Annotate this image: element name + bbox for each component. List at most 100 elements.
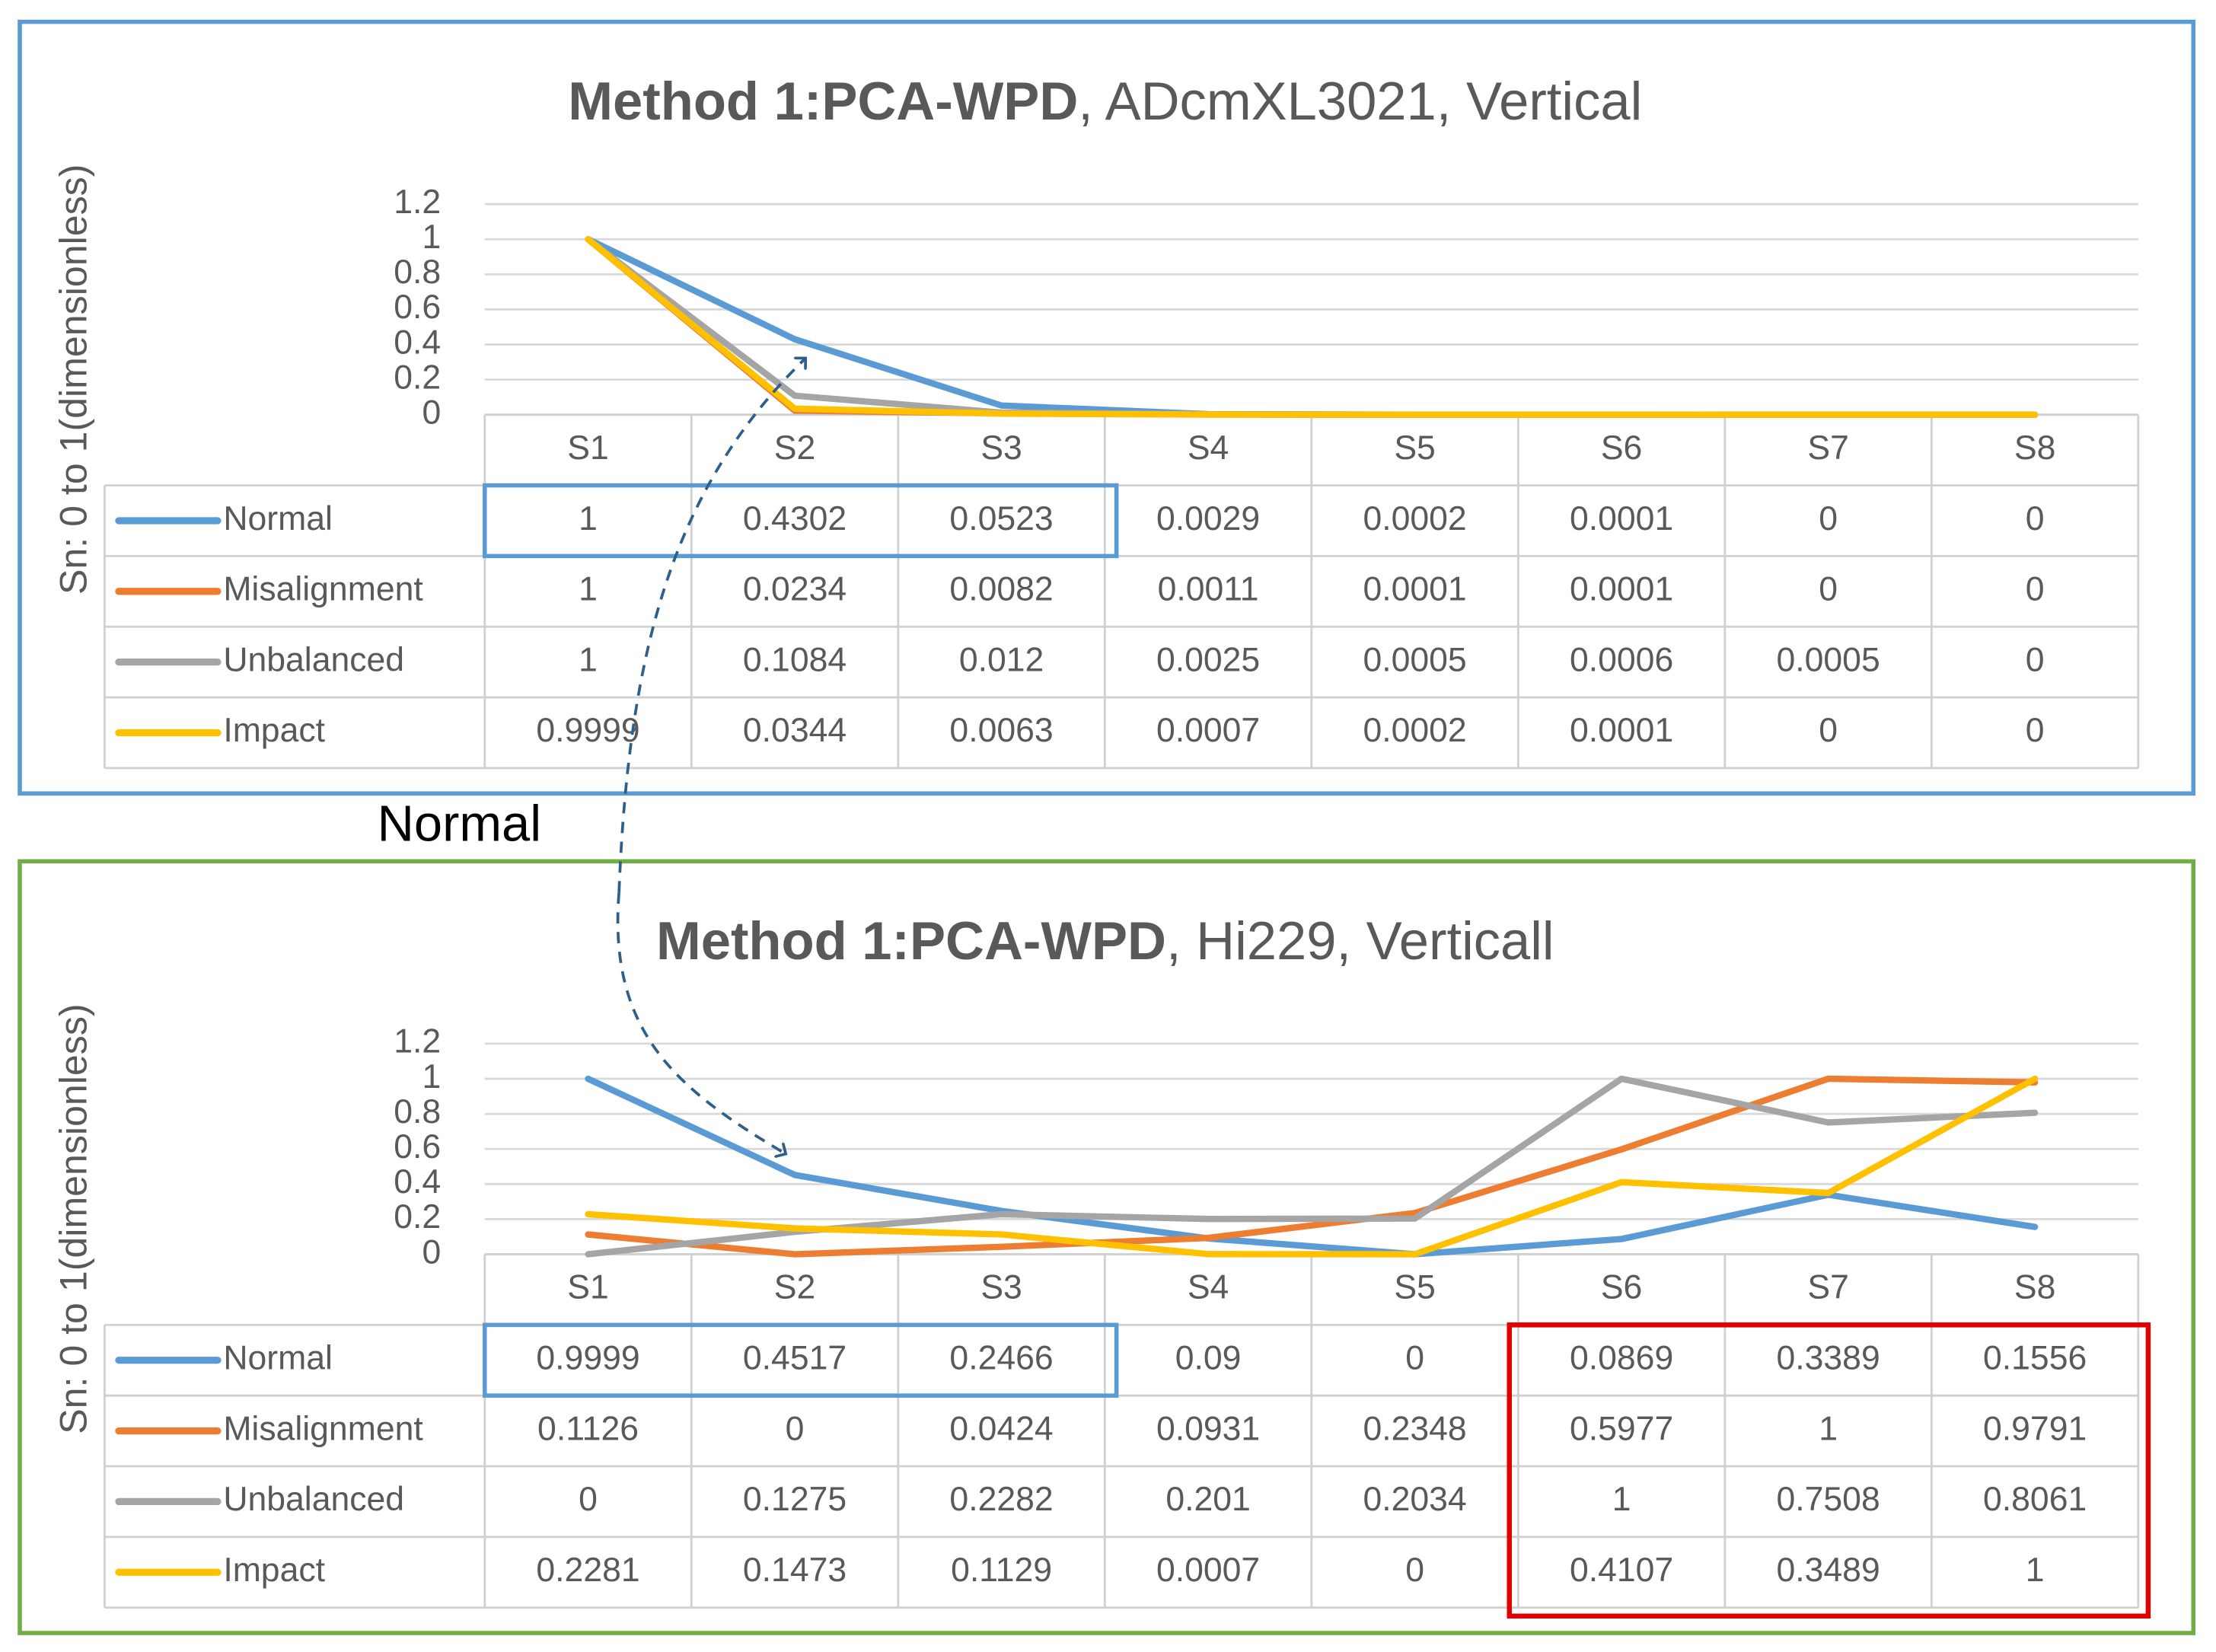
series-line [585,1075,2039,1258]
y-tick-label: 0.2 [394,359,441,396]
x-tick-label: S6 [1601,1269,1642,1306]
table-value: 0.0344 [743,712,847,749]
arrow-up [617,358,805,893]
x-tick-label: S5 [1394,429,1436,467]
table-value: 1 [1612,1481,1631,1518]
series-line [585,236,2039,418]
legend-label: Unbalanced [223,1481,404,1518]
table-value: 0 [2026,500,2045,537]
x-tick-label: S1 [567,1269,609,1306]
y-tick-label: 0.8 [394,1093,441,1131]
x-tick-label: S5 [1394,1269,1436,1306]
table-value: 0.1556 [1983,1340,2087,1377]
title-rest: , ADcmXL3021, Vertical [1078,71,1642,131]
table-value: 0.0001 [1570,712,1673,749]
x-tick-label: S3 [980,1269,1022,1306]
table-value: 0.012 [959,641,1044,678]
table-value: 0.0007 [1156,712,1260,749]
table-value: 1 [579,500,598,537]
table-value: 0.0523 [949,500,1053,537]
table-value: 0.0005 [1363,641,1466,678]
x-tick-label: S6 [1601,429,1642,467]
table-value: 0.0001 [1363,571,1466,608]
chart-frame [18,859,2196,1635]
table-value: 0.2281 [536,1552,639,1589]
highlight-box [1507,1322,2151,1619]
x-tick-label: S7 [1807,429,1849,467]
highlight-box [482,1322,1119,1398]
chart-title: Method 1:PCA-WPD, Hi229, Verticall [656,911,1554,971]
table-value: 0.2034 [1363,1481,1466,1518]
table-value: 0.1275 [743,1481,847,1518]
table-value: 0.9999 [536,1340,639,1377]
y-axis-label: Sn: 0 to 1(dimensionless) [52,164,94,595]
table-value: 1 [1819,1410,1838,1447]
table-value: 0.09 [1175,1340,1242,1377]
table-value: 0.2466 [949,1340,1053,1377]
table-value: 0.0007 [1156,1552,1260,1589]
table-value: 0.0234 [743,571,847,608]
table-value: 0.0029 [1156,500,1260,537]
x-tick-label: S4 [1188,429,1229,467]
table-value: 0 [1405,1340,1424,1377]
title-bold: Method 1:PCA-WPD [568,71,1078,131]
table-value: 0.4302 [743,500,847,537]
table-value: 0 [2026,712,2045,749]
table-value: 0.0869 [1570,1340,1673,1377]
title-rest: , Hi229, Verticall [1166,911,1554,971]
y-tick-label: 0 [422,1233,441,1271]
table-value: 0.0025 [1156,641,1260,678]
table-value: 0.2348 [1363,1410,1466,1447]
table-value: 0.3489 [1776,1552,1880,1589]
chart-frame [18,19,2196,796]
table-value: 0.0005 [1776,641,1880,678]
table-value: 0.4517 [743,1340,847,1377]
table-value: 0 [1819,571,1838,608]
table-value: 0 [579,1481,598,1518]
highlight-box [482,483,1119,559]
table-value: 0.8061 [1983,1481,2087,1518]
table-value: 0.0001 [1570,500,1673,537]
table-value: 0.0006 [1570,641,1673,678]
table-value: 0.3389 [1776,1340,1880,1377]
y-tick-label: 1.2 [394,183,441,221]
charts: Method 1:PCA-WPD, ADcmXL3021, Vertical Sn… [18,19,2196,1635]
table-value: 0.9999 [536,712,639,749]
legend-label: Impact [223,712,325,749]
y-tick-label: 0.4 [394,324,441,361]
y-tick-label: 0 [422,394,441,432]
table-value: 0 [2026,571,2045,608]
table-value: 0.1084 [743,641,847,678]
y-axis-label: Sn: 0 to 1(dimensionless) [52,1003,94,1434]
table-value: 0 [1819,500,1838,537]
arrow-down [616,892,786,1153]
y-tick-label: 1 [422,1058,441,1095]
series-line [585,1075,2039,1258]
legend-label: Unbalanced [223,641,404,678]
table-value: 0.1126 [537,1410,639,1447]
table-value: 1 [2026,1552,2045,1589]
x-tick-label: S4 [1188,1269,1229,1306]
legend-label: Impact [223,1552,325,1589]
chart: Method 1:PCA-WPD, ADcmXL3021, Vertical Sn… [18,19,2196,796]
table-value: 0.0082 [949,571,1053,608]
x-tick-label: S7 [1807,1269,1849,1306]
x-tick-label: S2 [774,429,816,467]
table-value: 0.0063 [949,712,1053,749]
table-value: 1 [579,641,598,678]
x-tick-label: S2 [774,1269,816,1306]
table-value: 0.0931 [1156,1410,1260,1447]
y-tick-label: 0.4 [394,1163,441,1201]
table-value: 0 [2026,641,2045,678]
table-value: 0.201 [1165,1481,1250,1518]
table-value: 0.0002 [1363,500,1466,537]
table-value: 0.1473 [743,1552,847,1589]
chart-title: Method 1:PCA-WPD, ADcmXL3021, Vertical [568,71,1642,131]
chart: Method 1:PCA-WPD, Hi229, Verticall Sn: 0 … [18,859,2196,1635]
table-value: 0 [1819,712,1838,749]
table-value: 1 [579,571,598,608]
annotation: Normal [378,796,541,853]
legend-label: Normal [223,1340,333,1377]
